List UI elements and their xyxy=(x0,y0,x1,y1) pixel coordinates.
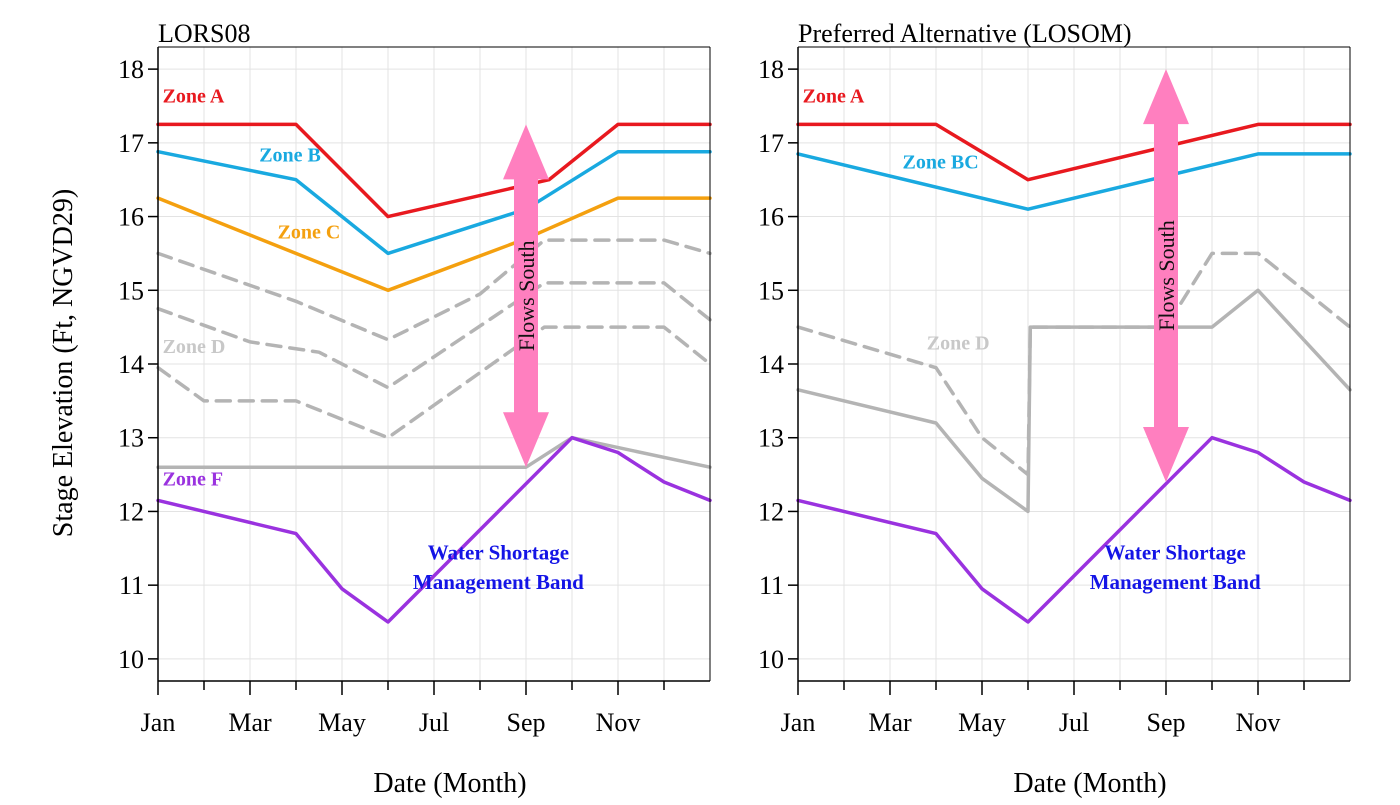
lors08-y-tick-label: 17 xyxy=(118,129,144,158)
lors08-annotation-water-shortage: Water Shortage xyxy=(428,540,569,564)
losom-annotation-water-shortage: Water Shortage xyxy=(1105,540,1246,564)
lors08-series-3-line xyxy=(156,238,712,342)
lors08-x-axis-label: Date (Month) xyxy=(373,768,526,799)
losom-x-tick-label: May xyxy=(958,708,1006,737)
losom-series-3-line xyxy=(796,288,1352,514)
lors08-series-6-line xyxy=(156,435,712,469)
lors08-annotation-zone-b: Zone B xyxy=(259,144,321,166)
lors08-x-tick-label: Mar xyxy=(228,708,272,737)
losom-y-tick-label: 17 xyxy=(758,129,784,158)
losom-x-tick-label: Jan xyxy=(781,708,816,737)
lors08-x-tick-label: Jan xyxy=(141,708,176,737)
losom-series-2-line xyxy=(796,251,1352,477)
losom-flows-south-arrow xyxy=(1143,69,1189,482)
lors08-flows-south-arrow xyxy=(503,124,549,468)
lors08-series-5-line xyxy=(156,325,712,440)
lors08-y-tick-label: 15 xyxy=(118,276,144,305)
losom-y-tick-label: 15 xyxy=(758,276,784,305)
losom-y-tick-label: 13 xyxy=(758,424,784,453)
losom-zone-a-line xyxy=(796,122,1352,182)
lors08-annotation-zone-a: Zone A xyxy=(163,85,225,107)
lors08-y-tick-label: 14 xyxy=(118,350,144,379)
losom-y-tick-label: 16 xyxy=(758,203,784,232)
losom-flows-south-label: Flows South xyxy=(1154,220,1179,331)
losom-chart-title: Preferred Alternative (LOSOM) xyxy=(798,19,1132,48)
lors08-zone-b-line xyxy=(156,149,712,256)
losom-x-tick-label: Sep xyxy=(1147,708,1186,737)
losom-x-tick-label: Nov xyxy=(1236,708,1281,737)
losom-x-tick-label: Mar xyxy=(868,708,912,737)
losom-zone-bc-line xyxy=(796,152,1352,211)
lors08-x-tick-label: Jul xyxy=(419,708,449,737)
losom-x-axis-label: Date (Month) xyxy=(1013,768,1166,799)
lors08-zone-f-line xyxy=(156,435,712,624)
losom-y-tick-label: 11 xyxy=(759,571,784,600)
lors08-y-tick-label: 16 xyxy=(118,203,144,232)
losom-x-tick-label: Jul xyxy=(1059,708,1089,737)
lors08-series-4-line xyxy=(156,281,712,390)
lors08-x-tick-label: May xyxy=(318,708,366,737)
lors08-annotation-management-band: Management Band xyxy=(413,570,584,594)
losom-y-tick-label: 18 xyxy=(758,55,784,84)
losom-annotation-zone-a: Zone A xyxy=(803,85,865,107)
lors08-annotation-zone-c: Zone C xyxy=(278,222,341,244)
lors08-flows-south-label: Flows South xyxy=(514,240,539,351)
y-axis-label: Stage Elevation (Ft, NGVD29) xyxy=(48,189,79,537)
losom-annotation-zone-bc: Zone BC xyxy=(903,152,979,174)
lors08-annotation-zone-d: Zone D xyxy=(163,336,226,358)
losom-annotation-management-band: Management Band xyxy=(1090,570,1261,594)
losom-y-tick-label: 14 xyxy=(758,350,784,379)
panel-losom: Flows South Zone A Zone BC Zone D Water Shor… xyxy=(758,19,1352,799)
lors08-y-tick-label: 12 xyxy=(118,497,144,526)
lors08-y-tick-label: 11 xyxy=(119,571,144,600)
lors08-y-tick-label: 18 xyxy=(118,55,144,84)
panel-lors08: Flows South Zone A Zone B Zone C Zone D Zone … xyxy=(118,19,712,799)
lors08-y-tick-label: 13 xyxy=(118,424,144,453)
lors08-y-tick-label: 10 xyxy=(118,645,144,674)
losom-series-4-line xyxy=(796,435,1352,624)
losom-y-tick-label: 12 xyxy=(758,497,784,526)
lors08-zone-a-line xyxy=(156,122,712,219)
lors08-x-tick-label: Nov xyxy=(596,708,641,737)
lors08-chart-title: LORS08 xyxy=(158,19,250,48)
losom-y-tick-label: 10 xyxy=(758,645,784,674)
lors08-x-tick-label: Sep xyxy=(507,708,546,737)
losom-annotation-zone-d: Zone D xyxy=(927,332,990,354)
lors08-annotation-zone-f: Zone F xyxy=(163,469,224,491)
